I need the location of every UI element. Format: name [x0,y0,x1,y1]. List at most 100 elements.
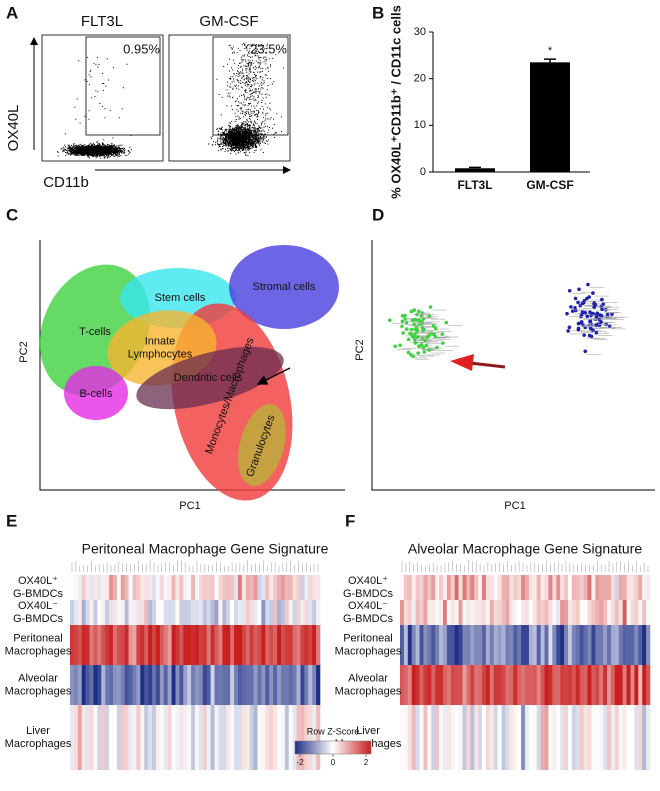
heatmap-cell [462,600,467,625]
heatmap-cell [175,575,180,600]
sample-point [428,305,433,309]
heatmap-cell [191,600,196,625]
sample-point [566,329,570,333]
heatmap-cell [591,665,596,705]
error-bar [469,166,481,169]
heatmap-cell [411,625,416,665]
heatmap-cell [458,575,463,600]
heatmap-cell [544,705,549,770]
heatmap-cell [269,625,274,665]
row-label: Liver [356,725,380,737]
heatmap-cell [571,600,577,625]
heatmap-cell [415,705,420,770]
sample-point [427,348,431,352]
sample-point [410,334,415,339]
heatmap-cell [532,575,538,600]
row-label: G-BMDCs [13,588,64,600]
gate-percent: 23.5% [250,41,287,56]
sample-point [605,312,610,317]
heatmap-cell [626,705,631,770]
heatmap-cell [571,575,577,600]
heatmap-cell [470,665,475,705]
heatmap-cell [579,665,584,705]
heatmap-cell [73,665,79,705]
heatmap-cell [120,575,125,600]
column-dendrogram-ticks [401,560,649,572]
heatmap-cell [560,575,565,600]
sample-point [409,327,414,332]
heatmap-cell [214,575,219,600]
heatmap-cell [81,600,86,625]
heatmap-cell [245,665,250,705]
x-axis-label: PC1 [179,500,200,512]
heatmap-cell [280,705,286,770]
heatmap-cell [552,625,557,665]
sample-point [433,326,438,331]
sample-point [593,302,598,307]
heatmap-cell [407,665,413,705]
heatmap-cell [70,705,75,770]
heatmap-cell [218,705,223,770]
sample-point [589,313,593,318]
sample-point [411,354,415,358]
heatmap-cell [431,600,436,625]
heatmap-cell [435,665,440,705]
heatmap-cell [528,665,534,705]
heatmap-cell [269,705,274,770]
heatmap-cell [400,705,405,770]
heatmap-cell [521,625,526,665]
heatmap-cell [308,575,313,600]
sample-point [398,343,402,348]
heatmap-cell [446,705,452,770]
cluster-ellipse [64,366,128,420]
sample-point [599,304,604,309]
heatmap-cell [564,705,569,770]
heatmap-cell [195,575,200,600]
heatmap-cell [607,575,612,600]
heatmap-cell [446,600,452,625]
heatmap-cell [292,705,297,770]
heatmap-cell [230,625,235,665]
heatmap-cell [128,665,133,705]
heatmap-cell [277,600,282,625]
flow-plot-frame [168,34,291,162]
heatmap-cell [474,625,479,665]
heatmap-cell [423,625,428,665]
heatmap-cell [610,625,616,665]
heatmap-cell [195,600,200,625]
heatmap-cell [501,575,506,600]
heatmap-cell [206,705,211,770]
heatmap-cell [93,575,98,600]
heatmap-cell [517,705,522,770]
heatmap-cell [446,625,452,665]
heatmap-cell [77,665,83,705]
sample-point [588,319,593,324]
heatmap-cell [454,625,459,665]
heatmap-cell [575,705,580,770]
heatmap-cell [288,625,293,665]
heatmap-cell [230,600,235,625]
heatmap-cell [148,625,153,665]
x-axis-label: PC1 [504,500,525,512]
heatmap-cell [124,665,129,705]
heatmap-cell [556,600,561,625]
heatmap-cell [253,665,258,705]
heatmap-cell [128,625,133,665]
heatmap-cell [277,665,282,705]
heatmap-cell [595,705,600,770]
heatmap-cell [431,665,436,705]
error-bar [544,58,556,63]
heatmap-cell [525,665,530,705]
heatmap-cell [638,665,643,705]
heatmap-cell [195,625,200,665]
heatmap-cell [284,705,290,770]
row-label: OX40L⁻ [18,600,58,612]
heatmap-cell [439,625,444,665]
heatmap-cell [407,705,413,770]
heatmap-cell [462,705,467,770]
heatmap-cell [564,575,569,600]
heatmap-cell [187,665,192,705]
heatmap-cell [614,705,620,770]
sample-point [408,331,412,336]
color-key-tick-label: 0 [331,758,336,767]
